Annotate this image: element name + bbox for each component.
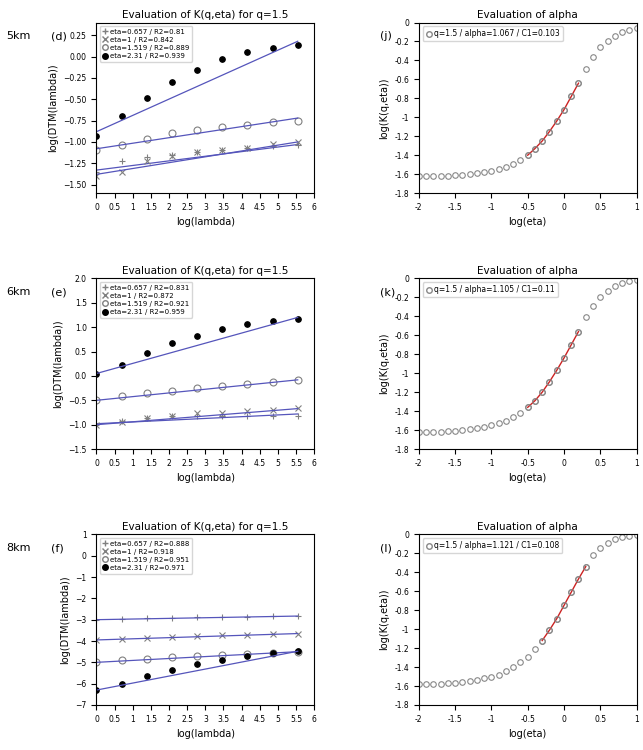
Title: Evaluation of K(q,eta) for q=1.5: Evaluation of K(q,eta) for q=1.5 xyxy=(122,266,289,276)
X-axis label: log(eta): log(eta) xyxy=(509,217,547,227)
Y-axis label: log(DTM(lambda)): log(DTM(lambda)) xyxy=(53,320,62,408)
Legend: q=1.5 / alpha=1.105 / C1=0.11: q=1.5 / alpha=1.105 / C1=0.11 xyxy=(422,282,557,297)
X-axis label: log(lambda): log(lambda) xyxy=(176,729,235,740)
Text: (l): (l) xyxy=(380,543,392,553)
Y-axis label: log(K(q,eta)): log(K(q,eta)) xyxy=(379,77,388,139)
Text: (k): (k) xyxy=(380,287,395,297)
Text: 5km: 5km xyxy=(6,32,31,41)
Title: Evaluation of alpha: Evaluation of alpha xyxy=(477,522,578,532)
Text: (d): (d) xyxy=(51,32,68,41)
X-axis label: log(lambda): log(lambda) xyxy=(176,473,235,483)
Title: Evaluation of K(q,eta) for q=1.5: Evaluation of K(q,eta) for q=1.5 xyxy=(122,522,289,532)
Text: 8km: 8km xyxy=(6,543,31,553)
Y-axis label: log(DTM(lambda)): log(DTM(lambda)) xyxy=(60,575,70,664)
Title: Evaluation of alpha: Evaluation of alpha xyxy=(477,266,578,276)
X-axis label: log(eta): log(eta) xyxy=(509,473,547,483)
Title: Evaluation of K(q,eta) for q=1.5: Evaluation of K(q,eta) for q=1.5 xyxy=(122,10,289,20)
Text: 6km: 6km xyxy=(6,287,31,297)
Y-axis label: log(DTM(lambda)): log(DTM(lambda)) xyxy=(48,64,58,152)
Legend: eta=0.657 / R2=0.831, eta=1 / R2=0.872, eta=1.519 / R2=0.921, eta=2.31 / R2=0.95: eta=0.657 / R2=0.831, eta=1 / R2=0.872, … xyxy=(100,282,192,318)
Text: (j): (j) xyxy=(380,32,392,41)
Text: (e): (e) xyxy=(51,287,67,297)
Text: (f): (f) xyxy=(51,543,64,553)
Title: Evaluation of alpha: Evaluation of alpha xyxy=(477,10,578,20)
Y-axis label: log(K(q,eta)): log(K(q,eta)) xyxy=(379,333,388,394)
X-axis label: log(eta): log(eta) xyxy=(509,729,547,740)
X-axis label: log(lambda): log(lambda) xyxy=(176,217,235,227)
Legend: eta=0.657 / R2=0.81, eta=1 / R2=0.842, eta=1.519 / R2=0.889, eta=2.31 / R2=0.939: eta=0.657 / R2=0.81, eta=1 / R2=0.842, e… xyxy=(100,26,192,62)
Legend: eta=0.657 / R2=0.888, eta=1 / R2=0.918, eta=1.519 / R2=0.951, eta=2.31 / R2=0.97: eta=0.657 / R2=0.888, eta=1 / R2=0.918, … xyxy=(100,538,192,574)
Y-axis label: log(K(q,eta)): log(K(q,eta)) xyxy=(379,589,388,650)
Legend: q=1.5 / alpha=1.067 / C1=0.103: q=1.5 / alpha=1.067 / C1=0.103 xyxy=(422,26,563,41)
Legend: q=1.5 / alpha=1.121 / C1=0.108: q=1.5 / alpha=1.121 / C1=0.108 xyxy=(422,538,563,554)
